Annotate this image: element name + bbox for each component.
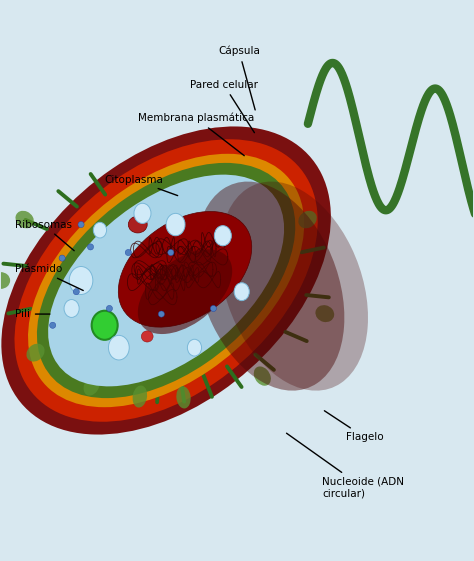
Ellipse shape — [254, 366, 271, 386]
Text: Ribosomas: Ribosomas — [15, 219, 74, 251]
Ellipse shape — [1, 126, 331, 435]
Ellipse shape — [196, 182, 344, 390]
Text: Citoplasma: Citoplasma — [105, 175, 178, 196]
Ellipse shape — [210, 305, 217, 311]
Ellipse shape — [69, 266, 93, 295]
Ellipse shape — [16, 211, 34, 228]
Text: Flagelo: Flagelo — [324, 411, 383, 442]
Text: Cápsula: Cápsula — [218, 46, 260, 110]
Ellipse shape — [91, 311, 118, 340]
Ellipse shape — [234, 283, 249, 301]
Ellipse shape — [83, 375, 100, 396]
Text: Pili: Pili — [15, 309, 50, 319]
Ellipse shape — [118, 211, 252, 327]
Ellipse shape — [298, 211, 317, 228]
Ellipse shape — [214, 226, 231, 246]
Text: Nucleoide (ADN
circular): Nucleoide (ADN circular) — [286, 433, 404, 498]
Ellipse shape — [125, 250, 131, 256]
Ellipse shape — [187, 339, 201, 356]
Ellipse shape — [315, 305, 334, 322]
Ellipse shape — [87, 244, 93, 250]
Ellipse shape — [0, 272, 10, 289]
Ellipse shape — [219, 182, 368, 390]
Ellipse shape — [133, 385, 147, 407]
Ellipse shape — [64, 300, 79, 318]
Ellipse shape — [128, 216, 147, 233]
Ellipse shape — [109, 335, 129, 360]
Ellipse shape — [28, 154, 304, 407]
Ellipse shape — [141, 331, 153, 342]
Text: Plásmido: Plásmido — [15, 264, 83, 291]
Ellipse shape — [73, 288, 79, 295]
Ellipse shape — [50, 322, 56, 328]
Ellipse shape — [176, 386, 191, 408]
Ellipse shape — [78, 222, 84, 228]
Text: Pared celular: Pared celular — [190, 80, 258, 132]
Ellipse shape — [37, 163, 295, 398]
Ellipse shape — [106, 305, 112, 311]
Ellipse shape — [93, 222, 107, 238]
Ellipse shape — [166, 213, 185, 236]
Ellipse shape — [48, 174, 284, 387]
Ellipse shape — [15, 139, 318, 422]
Ellipse shape — [59, 255, 65, 261]
Ellipse shape — [168, 250, 174, 256]
Ellipse shape — [138, 249, 232, 334]
Ellipse shape — [134, 203, 151, 223]
Text: Membrana plasmática: Membrana plasmática — [138, 113, 254, 156]
Ellipse shape — [27, 344, 45, 362]
Ellipse shape — [158, 311, 164, 317]
